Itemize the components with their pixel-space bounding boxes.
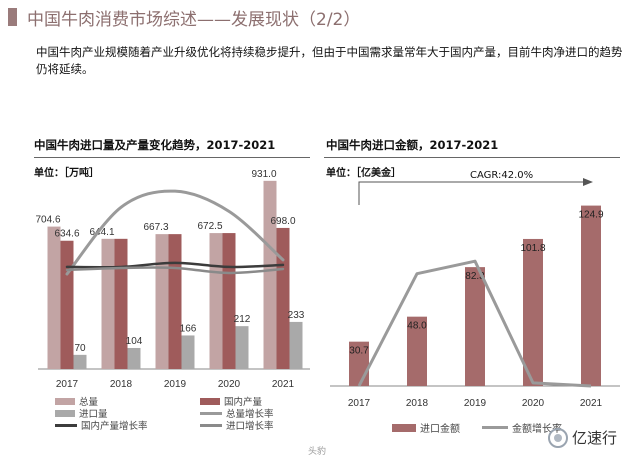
bar-value-label: 124.9 [578, 210, 603, 221]
legend-domestic-growth-swatch [55, 423, 77, 427]
brand-name: 亿速行 [572, 429, 618, 447]
cagr-arrowhead [583, 178, 593, 186]
legend-amount-growth-swatch [482, 426, 508, 429]
source-footer: 头豹 [308, 447, 327, 457]
bar-value-label: 101.8 [520, 243, 545, 254]
legend-import-swatch [55, 409, 75, 417]
legend-import-growth-swatch [200, 423, 222, 427]
bar-total [263, 180, 277, 369]
x-tick-label: 2021 [272, 379, 295, 390]
title-accent-bar [8, 8, 17, 26]
bar-import [289, 321, 303, 369]
intro-paragraph: 中国牛肉产业规模随着产业升级优化将持续稳步提升，但由于中国需求量常年大于国内产量… [36, 45, 623, 76]
bar-value-label: 212 [234, 314, 251, 325]
legend-domestic-swatch [200, 397, 220, 405]
bar-import [235, 326, 249, 369]
bar-domestic [168, 234, 182, 369]
right-chart-legend: 进口金额 金额增长率 [392, 420, 562, 435]
bar-value-label: 30.7 [349, 346, 369, 357]
bar-value-label: 82.3 [465, 271, 485, 282]
legend-domestic-growth-label: 国内产量增长率 [81, 421, 148, 432]
bar-value-label: 70 [74, 343, 86, 354]
bar-value-label: 48.0 [407, 321, 427, 332]
right-chart-unit: 单位：［亿美金］ [326, 168, 401, 179]
x-tick-label: 2020 [218, 379, 241, 390]
x-tick-label: 2017 [56, 379, 79, 390]
page-header: 中国牛肉消费市场综述——发展现状（2/2） [8, 4, 360, 30]
bar-value-label: 104 [126, 336, 143, 347]
legend-domestic-label: 国内产量 [224, 397, 263, 408]
bar-value-label: 672.5 [197, 221, 222, 232]
brand-logo-icon [548, 427, 568, 448]
left-chart-rule [34, 157, 310, 158]
bar-domestic [114, 238, 128, 369]
x-tick-label: 2018 [406, 398, 429, 409]
bar-total [47, 226, 61, 369]
bar-value-label: 634.6 [54, 229, 79, 240]
legend-total-label: 总量 [79, 397, 99, 408]
left-chart-unit: 单位：［万吨］ [34, 168, 99, 179]
legend-import-growth-label: 进口增长率 [226, 421, 274, 432]
legend-import-growth: 进口增长率 [200, 418, 274, 432]
bar-value-label: 644.1 [89, 227, 114, 238]
left-chart-title: 中国牛肉进口量及产量变化趋势，2017-2021 [34, 138, 276, 152]
line-total-growth [65, 189, 285, 276]
bar-import [181, 335, 195, 369]
legend-domestic: 国内产量 [200, 394, 262, 408]
bar-import [127, 347, 141, 369]
x-tick-label: 2019 [164, 379, 187, 390]
legend-total-swatch [55, 397, 75, 405]
bar-value-label: 667.3 [143, 222, 168, 233]
legend-amount-swatch [392, 423, 416, 432]
legend-amount-label: 进口金额 [420, 424, 460, 435]
line-import-growth [65, 266, 285, 275]
x-tick-label: 2019 [464, 398, 487, 409]
bar-total [101, 238, 115, 369]
legend-amount-growth-label: 金额增长率 [512, 424, 562, 435]
line-amount-growth [357, 259, 592, 388]
legend-import-label: 进口量 [79, 409, 108, 420]
bar-value-label: 931.0 [251, 169, 276, 180]
brand-watermark: 亿速行 [548, 427, 617, 448]
x-tick-label: 2017 [348, 398, 371, 409]
bar-domestic [222, 233, 236, 369]
legend-total-growth: 总量增长率 [200, 406, 274, 420]
bar-value-label: 698.0 [270, 216, 295, 227]
legend-import: 进口量 [55, 406, 108, 420]
bar-domestic [60, 240, 74, 369]
bar-amount [581, 205, 601, 386]
x-tick-label: 2021 [580, 398, 603, 409]
legend-total-growth-label: 总量增长率 [226, 409, 274, 420]
page-title: 中国牛肉消费市场综述——发展现状（2/2） [27, 9, 361, 30]
bar-import [73, 354, 87, 369]
bar-total [209, 233, 223, 369]
x-tick-label: 2020 [522, 398, 545, 409]
bar-value-label: 704.6 [35, 215, 60, 226]
bar-amount [465, 267, 485, 386]
right-chart-title: 中国牛肉进口金额，2017-2021 [326, 138, 499, 152]
bar-amount [523, 238, 543, 386]
bar-total [155, 234, 169, 369]
legend-total-growth-swatch [200, 411, 222, 415]
bar-amount [407, 316, 427, 386]
cagr-bracket [358, 181, 585, 205]
cagr-label: CAGR:42.0% [470, 170, 534, 181]
legend-total: 总量 [55, 394, 98, 408]
right-chart-rule [324, 157, 620, 158]
legend-domestic-growth: 国内产量增长率 [55, 418, 148, 432]
bar-value-label: 166 [180, 323, 197, 334]
bar-domestic [276, 227, 290, 369]
x-tick-label: 2018 [110, 379, 133, 390]
bar-value-label: 233 [288, 310, 305, 321]
